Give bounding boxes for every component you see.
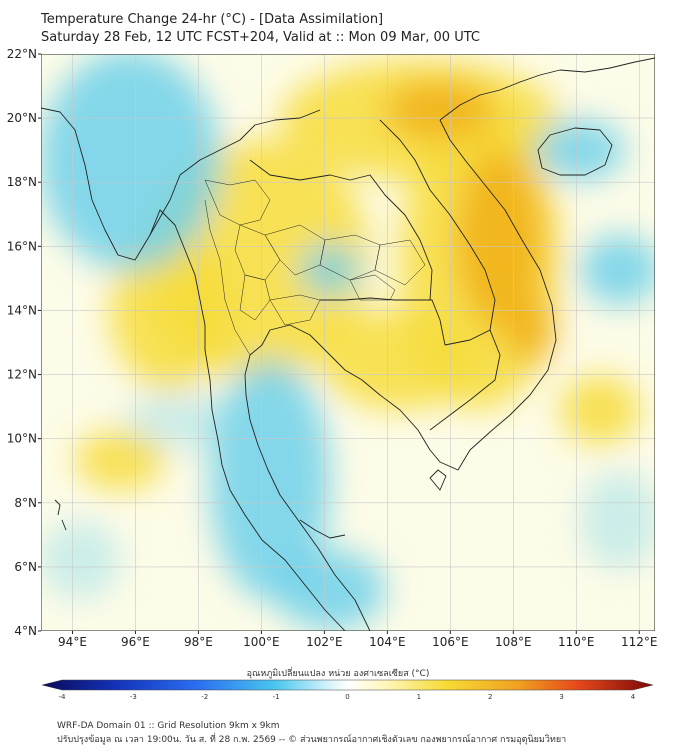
longitude-label: 102°E xyxy=(306,635,343,649)
strong-warm-area-central-highlands xyxy=(505,295,555,365)
longitude-label: 112°E xyxy=(621,635,658,649)
border-myanmar-thailand xyxy=(149,109,321,236)
colorbar-tick-label: 4 xyxy=(631,693,636,700)
latitude-label: 16°N xyxy=(7,239,37,253)
latitude-label: 8°N xyxy=(14,496,37,510)
longitude-label: 96°E xyxy=(121,635,150,649)
latitude-label: 20°N xyxy=(7,111,37,125)
coastline-gulf-of-tonkin xyxy=(439,57,655,121)
latitude-label: 22°N xyxy=(7,47,37,61)
border-cambodia-vietnam xyxy=(429,329,501,431)
warm-area-cambodia xyxy=(320,310,480,410)
border-thailand-laos xyxy=(249,159,433,301)
colorbar: -4 -3 -2 -1 0 1 2 3 4 xyxy=(41,679,654,700)
footer-credit: ปรับปรุงข้อมูล ณ เวลา 19:00น. วัน ส. ที่… xyxy=(57,735,567,745)
colorbar-tick-label: 3 xyxy=(559,693,563,700)
colorbar-gradient xyxy=(41,679,654,691)
light-cool-area-andaman xyxy=(125,390,235,450)
warm-area-andaman xyxy=(75,430,165,490)
cool-area-malaysia xyxy=(275,550,385,630)
longitude-label: 94°E xyxy=(58,635,87,649)
colorbar-title: อุณหภูมิเปลี่ยนแปลง หน่วย องศาเซลเซียส (… xyxy=(246,669,430,679)
longitude-label: 98°E xyxy=(184,635,213,649)
strong-warm-area-vietnam xyxy=(455,150,545,330)
longitude-labels: 94°E 96°E 98°E 100°E 102°E 104°E 106°E 108°E 110… xyxy=(58,631,658,649)
latitude-label: 4°N xyxy=(14,624,37,638)
latitude-label: 10°N xyxy=(7,432,37,446)
longitude-label: 100°E xyxy=(243,635,280,649)
colorbar-tick-label: -4 xyxy=(59,693,67,700)
thai-province-borders xyxy=(204,179,426,356)
temperature-change-map: 22°N 20°N 18°N 16°N 14°N 12°N 10°N 8°N 6°N 4°N 94… xyxy=(7,47,658,700)
phu-quoc-island xyxy=(429,469,447,491)
strong-warm-area-north xyxy=(385,80,495,140)
longitude-label: 108°E xyxy=(495,635,532,649)
longitude-label: 104°E xyxy=(369,635,406,649)
border-thailand-cambodia xyxy=(320,297,446,346)
cool-area-east-sea xyxy=(580,235,655,305)
warm-area-west xyxy=(110,230,230,390)
map-plot-area xyxy=(41,54,655,631)
coastlines-and-borders xyxy=(41,57,655,631)
andaman-islands xyxy=(54,499,67,531)
latitude-label: 18°N xyxy=(7,175,37,189)
longitude-label: 110°E xyxy=(558,635,595,649)
light-cool-area-southeast xyxy=(580,470,655,570)
border-laos-vietnam xyxy=(379,119,496,331)
hainan-island xyxy=(537,127,613,176)
coastline-gulf-of-thailand xyxy=(261,119,557,471)
coastline-peninsula-east xyxy=(244,344,371,631)
colorbar-tick-label: -3 xyxy=(130,693,137,700)
latitude-label: 6°N xyxy=(14,560,37,574)
latitude-label: 14°N xyxy=(7,303,37,317)
chart-subtitle: Saturday 28 Feb, 12 UTC FCST+204, Valid … xyxy=(41,30,480,45)
colorbar-tick-label: 1 xyxy=(417,693,421,700)
temperature-field xyxy=(41,54,655,630)
graticule xyxy=(41,54,655,631)
latitude-labels: 22°N 20°N 18°N 16°N 14°N 12°N 10°N 8°N 6°N 4°N xyxy=(7,47,41,638)
colorbar-tick-label: -2 xyxy=(201,693,208,700)
longitude-label: 106°E xyxy=(432,635,469,649)
light-cool-area-southwest xyxy=(41,520,120,600)
colorbar-ticks: -4 -3 -2 -1 0 1 2 3 4 xyxy=(59,693,636,700)
colorbar-tick-label: -1 xyxy=(273,693,280,700)
footer-model-info: WRF-DA Domain 01 :: Grid Resolution 9km … xyxy=(57,721,280,731)
cool-area-myanmar xyxy=(41,54,220,270)
border-thailand-malaysia xyxy=(299,519,346,539)
warm-area-sea xyxy=(560,375,640,445)
latitude-label: 12°N xyxy=(7,368,37,382)
chart-title: Temperature Change 24-hr (°C) - [Data As… xyxy=(41,12,384,27)
cool-area-gulf xyxy=(210,360,330,600)
cool-area-hainan xyxy=(535,120,625,180)
coastline-myanmar-west xyxy=(41,107,223,466)
coastline-peninsula-west xyxy=(221,464,346,631)
colorbar-tick-label: 0 xyxy=(345,693,349,700)
colorbar-tick-label: 2 xyxy=(488,693,492,700)
